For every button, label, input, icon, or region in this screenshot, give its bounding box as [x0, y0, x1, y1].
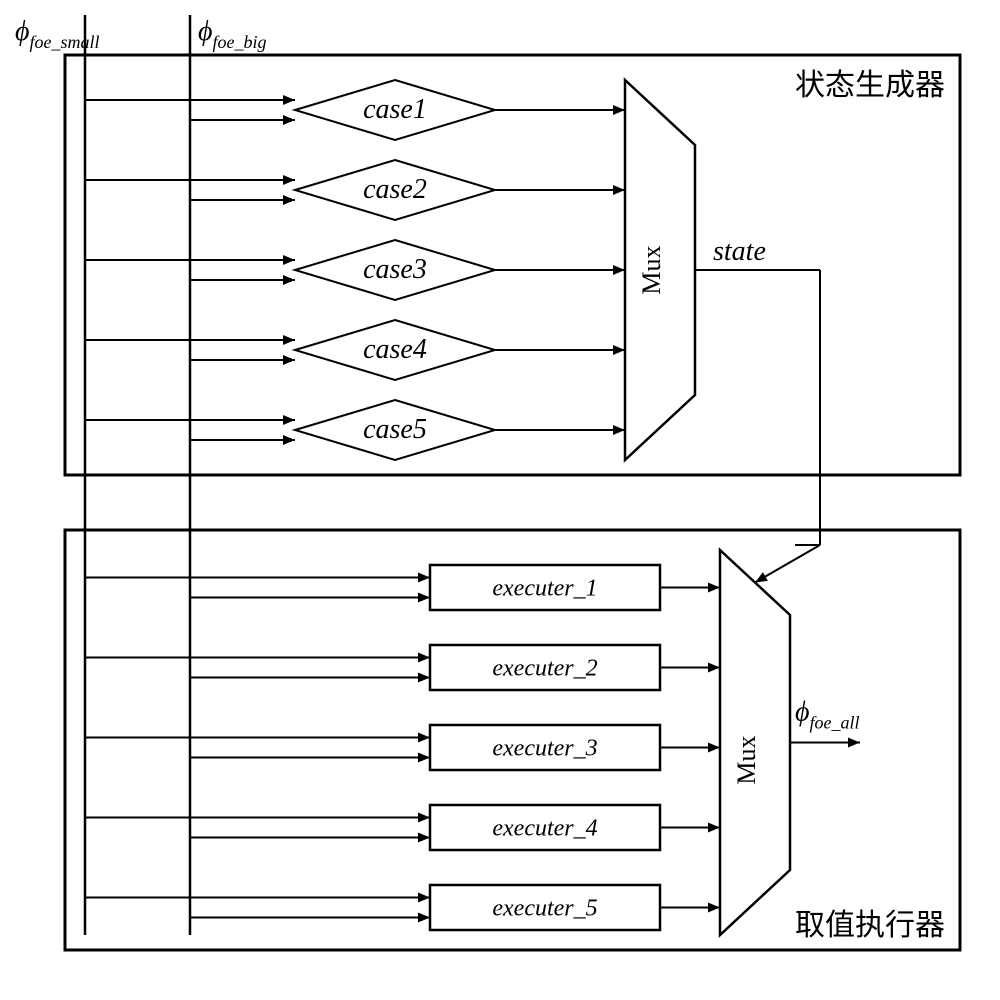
- state-generator-box: [65, 55, 960, 475]
- case-5-label: case5: [363, 414, 427, 445]
- case-1-label: case1: [363, 94, 427, 125]
- executer-2-label: executer_2: [492, 656, 597, 682]
- output-mux-label: Mux: [732, 735, 761, 784]
- state-output-label: state: [713, 236, 766, 267]
- phi-foe-all-label: ϕfoe_all: [795, 697, 860, 733]
- executer-1-label: executer_1: [492, 576, 597, 602]
- state-mux-label: Mux: [637, 245, 666, 294]
- executer-3-label: executer_3: [492, 736, 597, 762]
- executer-4-label: executer_4: [492, 816, 597, 842]
- value-executor-title: 取值执行器: [795, 909, 945, 942]
- phi-foe-small-label: ϕfoe_small: [15, 16, 100, 52]
- phi-foe-big-label: ϕfoe_big: [198, 16, 267, 52]
- state-generator-title: 状态生成器: [795, 69, 945, 102]
- diagram-canvas: 状态生成器 case1 case2 case3 case4 case5 Mux state 取值…: [0, 0, 1000, 1000]
- case-3-label: case3: [363, 254, 427, 285]
- case-4-label: case4: [363, 334, 427, 365]
- case-2-label: case2: [363, 174, 427, 205]
- executer-5-label: executer_5: [492, 896, 597, 922]
